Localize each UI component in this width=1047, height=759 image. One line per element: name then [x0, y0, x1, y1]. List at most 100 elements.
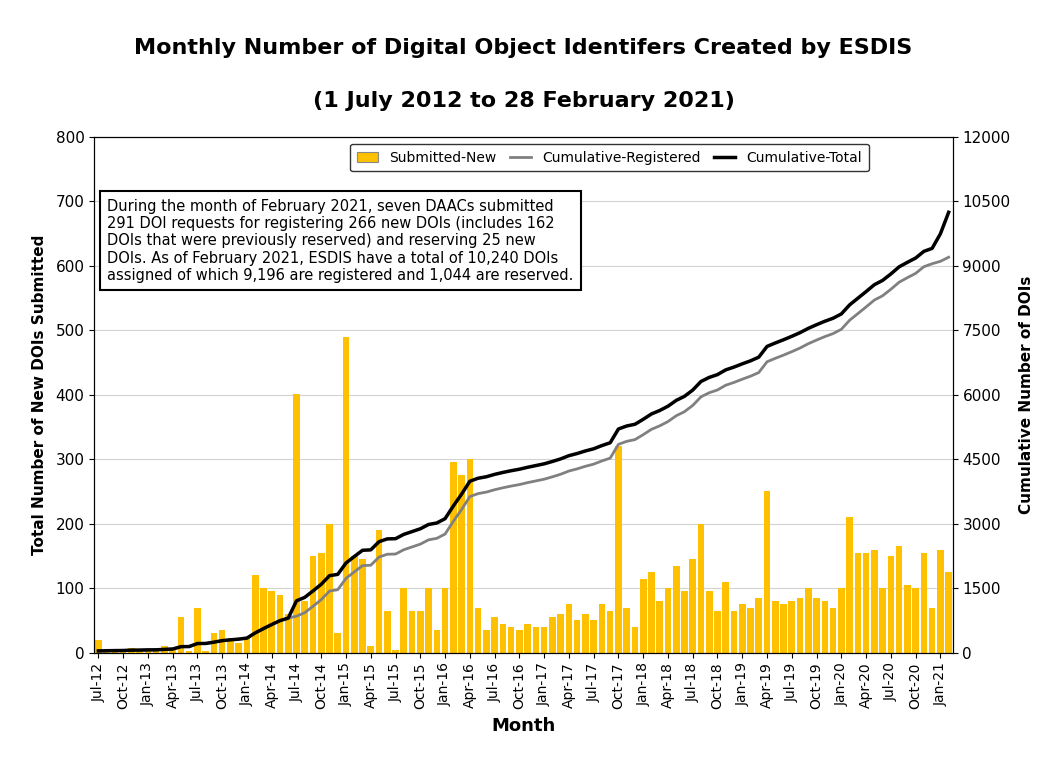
- Cumulative-Total: [92, 647, 105, 656]
- Cumulative-Registered: [513, 480, 526, 489]
- Bar: [722, 581, 729, 653]
- Bar: [367, 646, 374, 653]
- Bar: [656, 601, 663, 653]
- Bar: [433, 630, 440, 653]
- Bar: [112, 650, 118, 653]
- Bar: [450, 462, 456, 653]
- Bar: [772, 601, 779, 653]
- Bar: [599, 604, 605, 653]
- Bar: [128, 647, 135, 653]
- Bar: [210, 633, 217, 653]
- Bar: [574, 621, 580, 653]
- X-axis label: Month: Month: [491, 717, 556, 735]
- Bar: [640, 578, 646, 653]
- Bar: [401, 588, 407, 653]
- Cumulative-Total: [513, 465, 526, 474]
- Bar: [202, 651, 209, 653]
- Bar: [631, 627, 639, 653]
- Bar: [499, 624, 506, 653]
- Bar: [533, 627, 539, 653]
- Bar: [178, 617, 184, 653]
- Bar: [648, 572, 654, 653]
- Cumulative-Total: [307, 587, 319, 596]
- Bar: [739, 604, 745, 653]
- Bar: [706, 591, 713, 653]
- Bar: [920, 553, 928, 653]
- Bar: [268, 591, 275, 653]
- Bar: [797, 598, 803, 653]
- Bar: [236, 643, 242, 653]
- Bar: [334, 633, 341, 653]
- Bar: [276, 595, 284, 653]
- Bar: [186, 650, 193, 653]
- Bar: [516, 630, 522, 653]
- Bar: [219, 630, 225, 653]
- Bar: [854, 553, 861, 653]
- Bar: [805, 588, 811, 653]
- Bar: [756, 598, 762, 653]
- Cumulative-Total: [339, 559, 352, 568]
- Bar: [170, 647, 176, 653]
- Bar: [508, 627, 514, 653]
- Bar: [582, 614, 588, 653]
- Bar: [763, 492, 771, 653]
- Bar: [682, 591, 688, 653]
- Bar: [929, 607, 935, 653]
- Text: Monthly Number of Digital Object Identifers Created by ESDIS: Monthly Number of Digital Object Identif…: [134, 38, 913, 58]
- Bar: [871, 550, 877, 653]
- Bar: [888, 556, 894, 653]
- Bar: [318, 553, 325, 653]
- Bar: [161, 646, 168, 653]
- Bar: [194, 607, 201, 653]
- Bar: [607, 611, 614, 653]
- Cumulative-Registered: [910, 269, 922, 278]
- Bar: [912, 588, 919, 653]
- Bar: [748, 607, 754, 653]
- Bar: [144, 650, 151, 653]
- Bar: [904, 585, 911, 653]
- Y-axis label: Total Number of New DOIs Submitted: Total Number of New DOIs Submitted: [32, 235, 47, 555]
- Bar: [822, 601, 828, 653]
- Bar: [459, 475, 465, 653]
- Cumulative-Registered: [307, 602, 319, 611]
- Bar: [788, 601, 795, 653]
- Bar: [896, 546, 903, 653]
- Text: During the month of February 2021, seven DAACs submitted
291 DOI requests for re: During the month of February 2021, seven…: [107, 199, 574, 283]
- Cumulative-Registered: [868, 295, 881, 304]
- Bar: [342, 337, 350, 653]
- Text: (1 July 2012 to 28 February 2021): (1 July 2012 to 28 February 2021): [313, 91, 734, 111]
- Cumulative-Registered: [92, 647, 105, 656]
- Bar: [227, 640, 233, 653]
- Bar: [879, 588, 886, 653]
- Bar: [945, 572, 952, 653]
- Line: Cumulative-Registered: Cumulative-Registered: [98, 257, 949, 651]
- Bar: [425, 588, 431, 653]
- Bar: [483, 630, 490, 653]
- Cumulative-Total: [868, 280, 881, 289]
- Bar: [244, 637, 250, 653]
- Bar: [591, 621, 597, 653]
- Line: Cumulative-Total: Cumulative-Total: [98, 213, 949, 651]
- Bar: [408, 611, 416, 653]
- Bar: [302, 601, 308, 653]
- Bar: [731, 611, 737, 653]
- Bar: [293, 394, 299, 653]
- Bar: [838, 588, 845, 653]
- Bar: [673, 565, 680, 653]
- Bar: [359, 559, 365, 653]
- Bar: [153, 651, 159, 653]
- Bar: [780, 604, 787, 653]
- Bar: [393, 650, 399, 653]
- Bar: [474, 607, 482, 653]
- Bar: [665, 588, 671, 653]
- Bar: [260, 588, 267, 653]
- Bar: [95, 640, 102, 653]
- Bar: [846, 518, 853, 653]
- Bar: [119, 651, 127, 653]
- Bar: [814, 598, 820, 653]
- Bar: [557, 614, 564, 653]
- Bar: [417, 611, 424, 653]
- Bar: [285, 614, 291, 653]
- Bar: [541, 627, 548, 653]
- Bar: [549, 617, 556, 653]
